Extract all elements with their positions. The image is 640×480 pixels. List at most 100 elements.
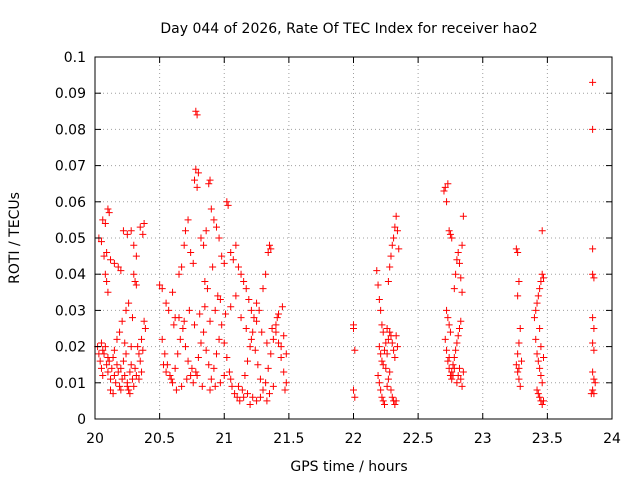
data-point — [280, 332, 288, 340]
data-point — [110, 259, 118, 267]
data-point — [282, 350, 290, 358]
data-point — [170, 321, 178, 329]
data-point — [192, 165, 200, 173]
data-point — [259, 386, 267, 394]
data-point — [222, 310, 230, 318]
data-point — [238, 386, 246, 394]
data-point — [512, 361, 520, 369]
data-point — [158, 335, 166, 343]
data-point — [458, 241, 466, 249]
data-point — [444, 357, 452, 365]
y-tick-label: 0.04 — [55, 267, 86, 283]
data-point — [280, 368, 288, 376]
data-point — [589, 245, 597, 253]
data-point — [350, 321, 357, 329]
data-point — [214, 292, 222, 300]
data-point — [180, 241, 188, 249]
data-point — [132, 372, 140, 380]
data-point — [538, 270, 546, 278]
data-point — [457, 375, 465, 383]
data-point — [459, 212, 467, 220]
data-point — [589, 339, 597, 347]
data-point — [107, 386, 115, 394]
data-point — [273, 314, 281, 322]
data-point — [178, 382, 186, 390]
data-point — [232, 241, 240, 249]
data-point — [240, 393, 248, 401]
data-point — [216, 296, 224, 304]
data-point — [212, 223, 220, 231]
y-tick-label: 0.07 — [55, 159, 86, 175]
data-point — [242, 325, 250, 332]
data-point — [139, 346, 147, 354]
data-point — [166, 372, 174, 380]
data-point — [100, 350, 108, 358]
data-point — [202, 227, 210, 235]
data-point — [256, 375, 264, 383]
data-point — [234, 263, 242, 271]
data-point — [237, 270, 245, 278]
data-point — [192, 107, 200, 115]
data-point — [264, 364, 272, 372]
data-point — [113, 361, 121, 369]
data-point — [223, 198, 231, 206]
data-point — [108, 364, 116, 372]
data-point — [209, 263, 217, 271]
data-point — [539, 353, 547, 361]
data-point — [446, 328, 454, 336]
data-point — [514, 350, 522, 358]
data-point — [130, 382, 138, 390]
data-point — [104, 288, 112, 296]
data-point — [134, 343, 142, 351]
data-point — [135, 350, 143, 358]
data-point — [249, 328, 257, 336]
data-point — [237, 314, 245, 322]
data-point — [253, 397, 261, 405]
data-point — [445, 353, 453, 361]
data-point — [534, 390, 542, 398]
data-point — [275, 310, 283, 318]
data-point — [395, 245, 403, 253]
data-point — [116, 328, 124, 336]
data-point — [103, 248, 111, 256]
data-point — [262, 379, 270, 387]
data-point — [100, 252, 108, 260]
data-point — [382, 364, 390, 372]
data-point — [589, 125, 597, 133]
data-point — [181, 227, 189, 235]
data-point — [272, 321, 280, 329]
data-point — [377, 386, 385, 394]
data-point — [104, 205, 112, 213]
data-point — [113, 335, 121, 343]
data-point — [393, 227, 401, 235]
data-point — [255, 306, 263, 314]
data-point — [536, 364, 544, 372]
data-point — [534, 357, 542, 365]
data-point — [381, 401, 389, 409]
data-point — [375, 296, 383, 304]
data-point — [241, 372, 249, 380]
data-point — [123, 382, 131, 390]
data-point — [234, 382, 242, 390]
data-point — [275, 339, 283, 347]
y-tick-label: 0.1 — [64, 50, 86, 66]
data-point — [536, 285, 544, 293]
data-point — [448, 375, 456, 383]
data-point — [141, 325, 149, 332]
data-point — [514, 292, 522, 300]
data-point — [198, 382, 206, 390]
data-point — [205, 180, 213, 188]
data-point — [459, 368, 467, 376]
data-point — [162, 299, 170, 307]
data-point — [590, 346, 598, 354]
data-point — [187, 248, 195, 256]
data-point — [125, 299, 133, 307]
data-point — [448, 234, 456, 242]
data-point — [382, 339, 390, 347]
chart-title: Day 044 of 2026, Rate Of TEC Index for r… — [160, 21, 537, 37]
data-point — [215, 335, 223, 343]
axis-ticks: 20 20.5 21 21.5 22 22.5 23 23.5 24 0 0.01 0.02 0.03 0… — [55, 50, 621, 447]
data-point — [118, 375, 126, 383]
data-point — [185, 306, 193, 314]
